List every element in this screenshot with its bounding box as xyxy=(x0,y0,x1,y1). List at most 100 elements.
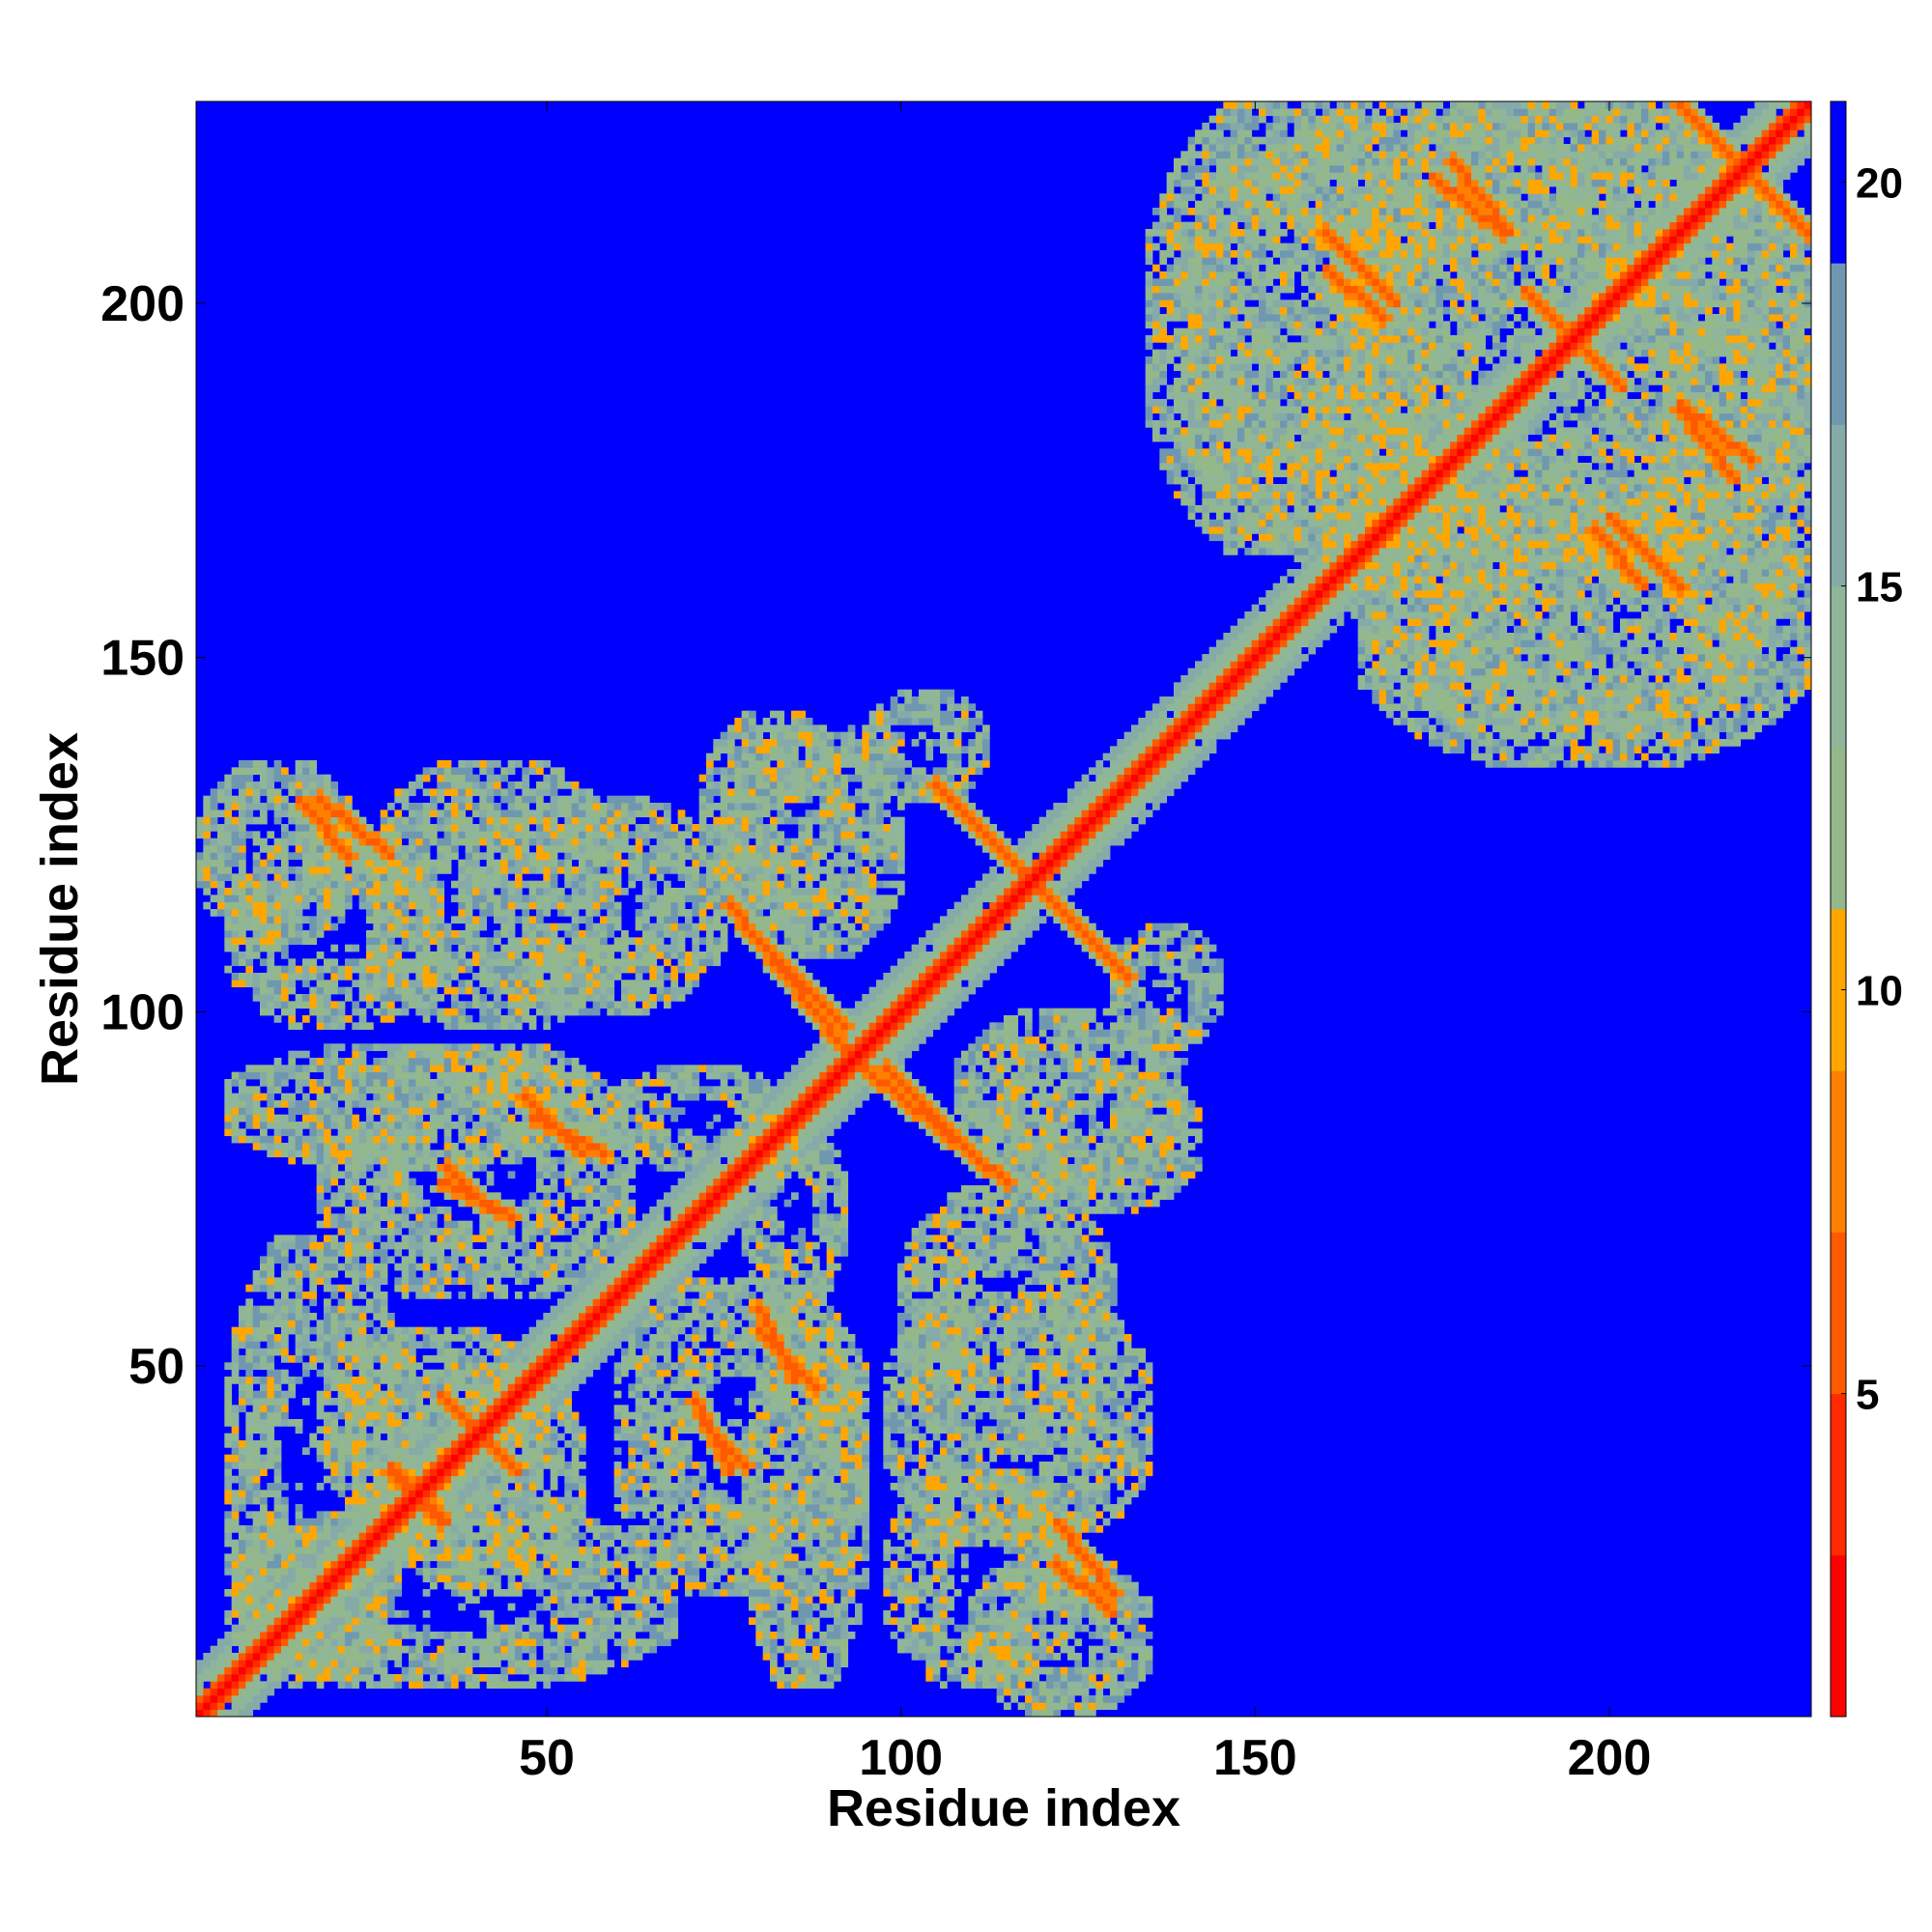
heatmap-cell xyxy=(536,1355,544,1363)
heatmap-cell xyxy=(1046,1688,1054,1696)
heatmap-cell xyxy=(522,1490,530,1498)
heatmap-cell xyxy=(1038,1355,1047,1363)
heatmap-cell xyxy=(798,1617,807,1626)
heatmap-cell xyxy=(422,1547,431,1554)
heatmap-cell xyxy=(783,1483,792,1491)
heatmap-cell xyxy=(465,1369,473,1378)
heatmap-cell xyxy=(203,1702,212,1711)
heatmap-cell xyxy=(1017,1589,1026,1597)
heatmap-cell xyxy=(777,1511,785,1520)
heatmap-cell xyxy=(231,1369,240,1378)
heatmap-cell xyxy=(919,1405,926,1413)
heatmap-cell xyxy=(288,1624,297,1633)
heatmap-cell xyxy=(819,1377,828,1384)
heatmap-cell xyxy=(755,1369,764,1378)
heatmap-cell xyxy=(635,1419,643,1427)
heatmap-cell xyxy=(324,1560,331,1569)
heatmap-cell xyxy=(862,1568,870,1576)
heatmap-cell xyxy=(528,1617,537,1626)
heatmap-cell xyxy=(401,1539,410,1548)
heatmap-cell xyxy=(1145,1369,1153,1378)
heatmap-cell xyxy=(543,1411,552,1420)
heatmap-cell xyxy=(932,1653,941,1661)
heatmap-cell xyxy=(1081,1475,1090,1484)
heatmap-cell xyxy=(345,1660,353,1668)
heatmap-cell xyxy=(770,1377,778,1384)
heatmap-cell xyxy=(1010,1511,1019,1520)
heatmap-cell xyxy=(670,1377,679,1384)
heatmap-cell xyxy=(940,1539,948,1548)
heatmap-cell xyxy=(628,1596,637,1605)
heatmap-cell xyxy=(812,1666,820,1675)
heatmap-cell xyxy=(1017,1390,1026,1399)
heatmap-cell xyxy=(968,1660,977,1668)
heatmap-cell xyxy=(961,1681,969,1690)
heatmap-cell xyxy=(1032,1496,1040,1505)
heatmap-cell xyxy=(302,1575,310,1583)
heatmap-cell xyxy=(989,1532,998,1541)
heatmap-cell xyxy=(685,1348,693,1356)
heatmap-cell xyxy=(1010,1525,1019,1533)
heatmap-cell xyxy=(961,1660,969,1668)
heatmap-cell xyxy=(494,1348,501,1356)
heatmap-cell xyxy=(770,1560,778,1569)
heatmap-cell xyxy=(345,1462,353,1469)
heatmap-cell xyxy=(791,1426,799,1435)
heatmap-cell xyxy=(883,1547,892,1554)
heatmap-cell xyxy=(677,1525,686,1533)
heatmap-cell xyxy=(387,1547,395,1554)
heatmap-cell xyxy=(443,1475,452,1484)
heatmap-cell xyxy=(465,1504,473,1512)
heatmap-cell xyxy=(1110,1398,1118,1406)
heatmap-cell xyxy=(245,1575,254,1583)
heatmap-cell xyxy=(613,1504,622,1512)
heatmap-cell xyxy=(358,1547,367,1554)
heatmap-cell xyxy=(231,1362,240,1371)
heatmap-cell xyxy=(387,1589,395,1597)
heatmap-cell xyxy=(932,1660,941,1668)
heatmap-cell xyxy=(777,1624,785,1633)
heatmap-cell xyxy=(940,1681,948,1690)
heatmap-cell xyxy=(415,1490,424,1498)
heatmap-cell xyxy=(1004,1496,1011,1505)
heatmap-cell xyxy=(805,1426,813,1435)
heatmap-cell xyxy=(273,1547,282,1554)
heatmap-cell xyxy=(536,1483,544,1491)
heatmap-cell xyxy=(1110,1377,1118,1384)
heatmap-cell xyxy=(734,1525,743,1533)
heatmap-cell xyxy=(373,1581,382,1590)
heatmap-cell xyxy=(982,1426,990,1435)
heatmap-cell xyxy=(380,1581,388,1590)
heatmap-cell xyxy=(961,1468,969,1477)
heatmap-cell xyxy=(409,1632,416,1639)
heatmap-cell xyxy=(947,1518,955,1526)
heatmap-cell xyxy=(437,1398,445,1406)
heatmap-cell xyxy=(890,1617,898,1626)
heatmap-cell xyxy=(352,1568,360,1576)
heatmap-cell xyxy=(394,1426,403,1435)
heatmap-cell xyxy=(1095,1589,1104,1597)
heatmap-cell xyxy=(430,1483,438,1491)
heatmap-cell xyxy=(564,1596,573,1605)
heatmap-cell xyxy=(1138,1377,1147,1384)
heatmap-cell xyxy=(1074,1702,1083,1711)
heatmap-cell xyxy=(443,1348,452,1356)
heatmap-cell xyxy=(543,1462,552,1469)
heatmap-cell xyxy=(947,1433,955,1441)
heatmap-cell xyxy=(897,1525,905,1533)
heatmap-cell xyxy=(649,1483,658,1491)
heatmap-cell xyxy=(692,1553,700,1562)
heatmap-cell xyxy=(352,1411,360,1420)
heatmap-cell xyxy=(1038,1666,1047,1675)
heatmap-cell xyxy=(1123,1426,1132,1435)
heatmap-cell xyxy=(239,1405,246,1413)
heatmap-cell xyxy=(422,1525,431,1533)
heatmap-cell xyxy=(1145,1390,1153,1399)
heatmap-cell xyxy=(579,1666,586,1675)
heatmap-cell xyxy=(1053,1496,1062,1505)
heatmap-cell xyxy=(975,1674,983,1682)
heatmap-cell xyxy=(1074,1518,1083,1526)
heatmap-cell xyxy=(479,1674,488,1682)
heatmap-cell xyxy=(1038,1462,1047,1469)
heatmap-cell xyxy=(798,1426,807,1435)
